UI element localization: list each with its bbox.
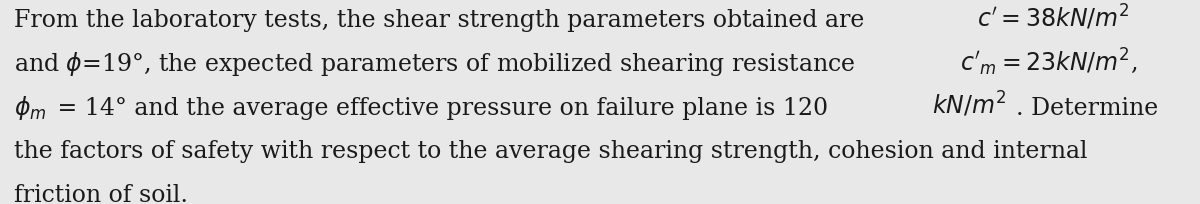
Text: $c'_{m} = 23kN/m^{2}$,: $c'_{m} = 23kN/m^{2}$,: [960, 46, 1138, 77]
Text: the factors of safety with respect to the average shearing strength, cohesion an: the factors of safety with respect to th…: [13, 139, 1087, 162]
Text: . Determine: . Determine: [1016, 96, 1158, 119]
Text: $kN/m^{2}$: $kN/m^{2}$: [932, 90, 1007, 119]
Text: From the laboratory tests, the shear strength parameters obtained are: From the laboratory tests, the shear str…: [13, 9, 871, 32]
Text: = 14° and the average effective pressure on failure plane is 120: = 14° and the average effective pressure…: [50, 96, 835, 119]
Text: and $\phi$=19°, the expected parameters of mobilized shearing resistance: and $\phi$=19°, the expected parameters …: [13, 50, 857, 78]
Text: $c' = 38kN/m^{2}$: $c' = 38kN/m^{2}$: [977, 3, 1129, 32]
Text: $\phi_{m}$: $\phi_{m}$: [13, 93, 46, 121]
Text: friction of soil.: friction of soil.: [13, 183, 187, 204]
